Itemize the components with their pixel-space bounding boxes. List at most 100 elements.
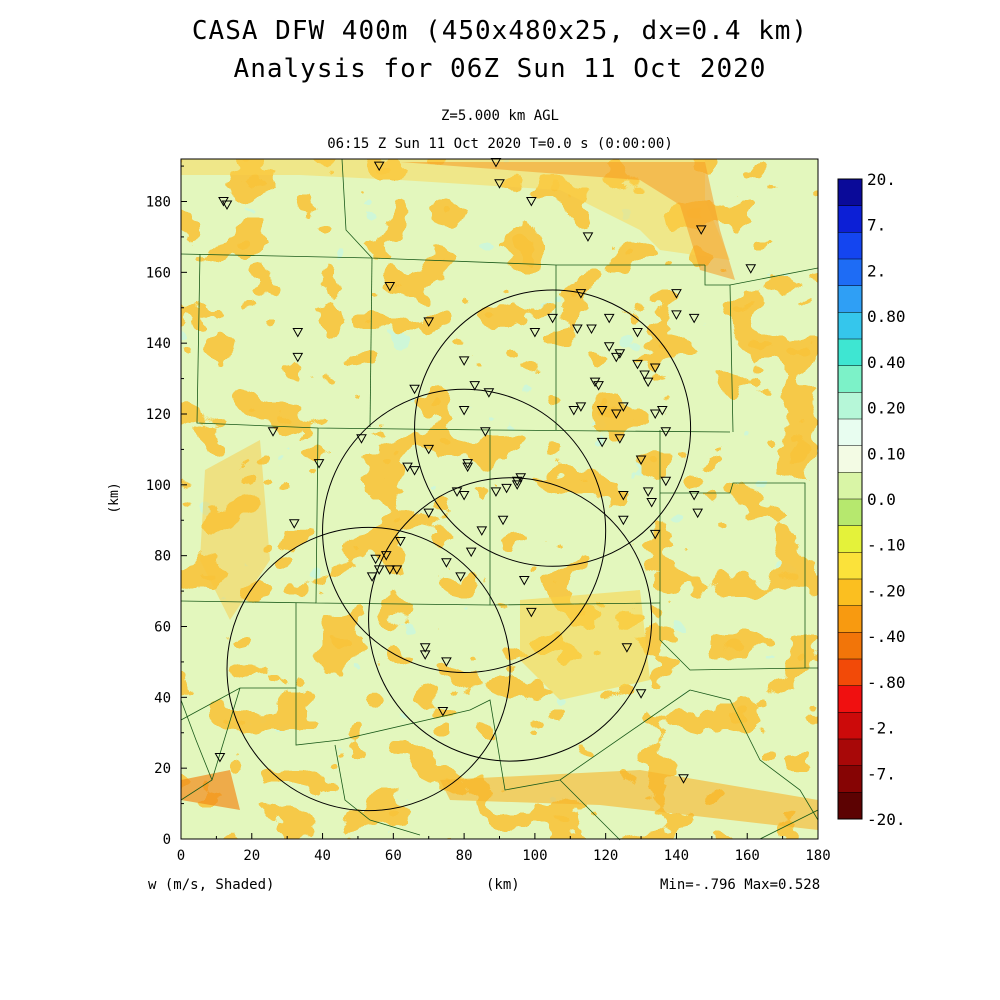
station-marker	[596, 405, 608, 416]
station-marker	[373, 565, 385, 575]
colorbar-swatch	[838, 179, 862, 207]
y-tick-label: 180	[146, 195, 171, 211]
station-marker	[621, 643, 633, 653]
station-marker	[593, 381, 604, 391]
station-marker	[529, 328, 541, 338]
station-marker	[582, 232, 594, 242]
range-ring	[322, 388, 607, 674]
colorbar-swatch	[838, 792, 862, 820]
colorbar-label: -20.	[867, 810, 906, 829]
station-marker	[423, 317, 435, 327]
level-label: Z=5.000 km AGL	[440, 108, 559, 124]
station-marker	[476, 526, 488, 536]
colorbar-swatch	[838, 285, 862, 313]
colorbar-swatch	[838, 659, 862, 687]
station-marker	[678, 774, 689, 784]
colorbar-label: -.10	[867, 536, 906, 555]
station-marker	[356, 434, 367, 444]
station-marker	[575, 402, 587, 412]
station-marker	[610, 352, 622, 363]
colorbar-swatch	[838, 499, 862, 527]
station-marker	[568, 405, 580, 416]
x-tick-label: 20	[243, 848, 260, 864]
x-tick-label: 160	[735, 848, 760, 864]
station-marker	[695, 225, 707, 235]
colorbar-swatch	[838, 632, 862, 660]
min-max-label: Min=-.796 Max=0.528	[660, 877, 821, 893]
range-ring	[226, 526, 511, 812]
colorbar-swatch	[838, 605, 862, 633]
range-ring	[368, 477, 653, 762]
station-marker	[639, 370, 650, 381]
colorbar-swatch	[838, 765, 862, 793]
station-marker	[490, 487, 502, 497]
station-marker	[635, 689, 647, 699]
station-marker	[366, 572, 378, 582]
station-marker	[501, 483, 512, 494]
station-marker	[618, 515, 629, 526]
colorbar-swatch	[838, 365, 862, 393]
station-marker	[423, 508, 435, 519]
y-tick-label: 80	[154, 549, 171, 565]
colorbar-label: 0.20	[867, 399, 906, 418]
station-marker	[458, 405, 470, 416]
station-marker	[441, 558, 452, 568]
station-marker	[614, 349, 626, 359]
y-tick-label: 160	[146, 265, 171, 281]
station-marker	[656, 405, 668, 416]
x-tick-label: 80	[456, 848, 473, 864]
station-marker	[525, 607, 537, 618]
station-marker	[660, 427, 672, 437]
station-marker	[465, 547, 477, 558]
valid-time-label: 06:15 Z Sun 11 Oct 2020 T=0.0 s (0:00:00…	[327, 136, 673, 152]
station-marker	[455, 572, 466, 582]
station-marker	[214, 753, 226, 763]
station-marker	[391, 565, 403, 575]
station-marker	[395, 537, 406, 547]
station-marker	[451, 487, 463, 497]
station-marker	[380, 551, 392, 561]
colorbar-swatch	[838, 312, 862, 340]
station-marker	[649, 409, 661, 420]
station-marker	[384, 565, 396, 575]
colorbar-frame	[837, 178, 863, 820]
station-marker	[423, 444, 435, 455]
station-marker	[409, 384, 420, 395]
station-marker	[490, 158, 502, 168]
station-marker	[518, 575, 530, 586]
station-marker	[635, 455, 647, 466]
station-marker	[671, 289, 682, 299]
station-marker	[572, 324, 583, 335]
range-ring	[414, 289, 692, 567]
colorbar-swatch	[838, 579, 862, 607]
station-marker	[692, 508, 704, 519]
colorbar-label: -2.	[867, 719, 896, 738]
colorbar-label: 0.40	[867, 353, 906, 372]
y-tick-label: 20	[154, 761, 171, 777]
station-marker	[660, 476, 672, 487]
station-marker	[618, 402, 629, 412]
station-marker	[596, 437, 608, 448]
colorbar-label: 0.80	[867, 307, 906, 326]
station-marker	[525, 197, 537, 207]
colorbar-label: -.20	[867, 581, 906, 600]
station-marker	[618, 490, 629, 501]
colorbar-swatch	[838, 739, 862, 767]
station-marker	[603, 342, 615, 352]
y-tick-label: 60	[154, 620, 171, 636]
station-marker	[511, 480, 523, 490]
station-marker	[497, 515, 509, 526]
station-marker	[483, 388, 495, 398]
colorbar-swatch	[838, 339, 862, 367]
station-marker	[511, 476, 523, 487]
station-marker	[267, 427, 279, 437]
station-marker	[458, 490, 470, 501]
colorbar-swatch	[838, 392, 862, 420]
station-marker	[688, 490, 700, 501]
w-field-shading	[181, 159, 818, 839]
colorbar-label: -.40	[867, 627, 906, 646]
field-label: w (m/s, Shaded)	[148, 877, 275, 893]
y-tick-label: 120	[146, 407, 171, 423]
colorbar-label: -.80	[867, 673, 906, 692]
